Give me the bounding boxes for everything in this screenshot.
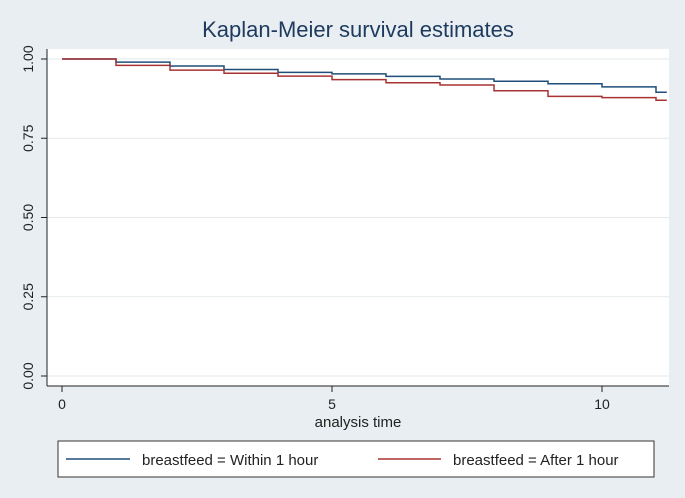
legend-label-within-1-hour: breastfeed = Within 1 hour [142, 452, 318, 469]
y-tick-label: 0.00 [20, 362, 36, 389]
chart-title: Kaplan-Meier survival estimates [202, 17, 514, 42]
x-tick-label: 0 [58, 396, 66, 412]
y-tick-label: 1.00 [20, 45, 36, 72]
series-layer [62, 58, 667, 101]
x-axis-title: analysis time [315, 414, 402, 431]
y-tick-label: 0.50 [20, 204, 36, 231]
x-tick-label: 10 [594, 396, 610, 412]
grid-layer [47, 58, 669, 377]
legend-label-after-1-hour: breastfeed = After 1 hour [453, 452, 619, 469]
y-tick-label: 0.75 [20, 124, 36, 151]
y-tick-label: 0.25 [20, 283, 36, 310]
legend-box [57, 440, 655, 478]
axis-layer: 0.00 0.25 0.50 0.75 1.00 0 5 10 [20, 45, 610, 412]
survival-curve-after-1-hour [62, 58, 667, 101]
x-tick-label: 5 [328, 396, 336, 412]
legend: breastfeed = Within 1 hour breastfeed = … [57, 440, 655, 478]
